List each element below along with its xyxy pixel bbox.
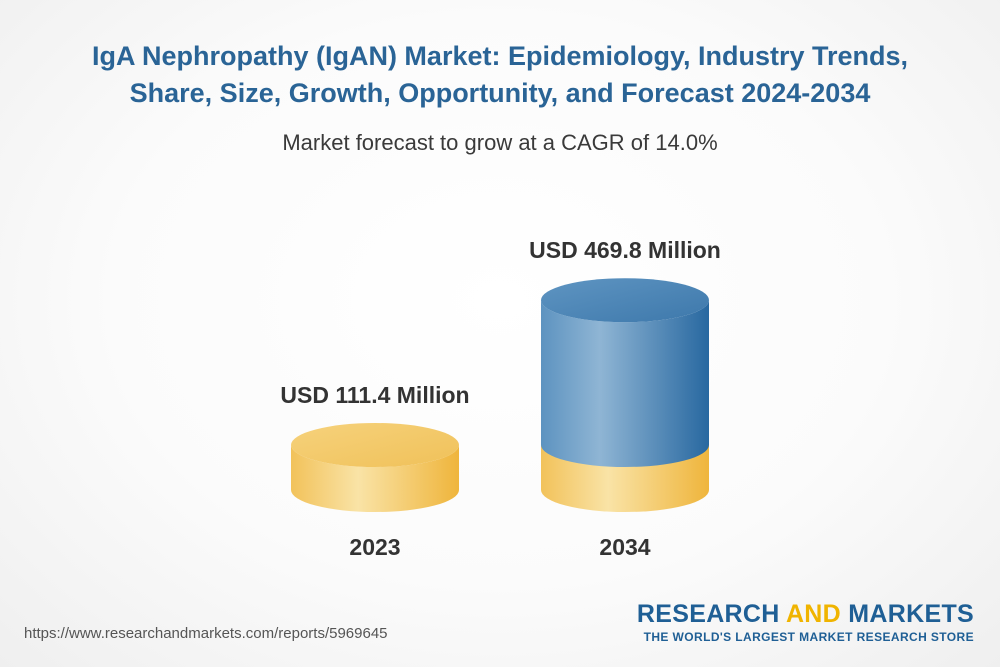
category-label-2023: 2023: [349, 534, 400, 560]
brand-tagline: THE WORLD'S LARGEST MARKET RESEARCH STOR…: [643, 630, 974, 644]
title-line-2: Share, Size, Growth, Opportunity, and Fo…: [129, 78, 871, 108]
bar-growth-segment-side: [541, 300, 709, 467]
value-label-2034: USD 469.8 Million: [529, 237, 721, 263]
bar-2023: USD 111.4 Million 2023: [280, 382, 469, 560]
cagr-subtitle: Market forecast to grow at a CAGR of 14.…: [282, 130, 718, 155]
title-line-1: IgA Nephropathy (IgAN) Market: Epidemiol…: [91, 41, 909, 71]
brand-logo: RESEARCH AND MARKETS THE WORLD'S LARGEST…: [637, 600, 974, 644]
brand-word-and: AND: [785, 600, 842, 628]
brand-word-research: RESEARCH: [636, 600, 780, 628]
bar-base-segment-side: [291, 445, 459, 512]
bar-2034: USD 469.8 Million 2034: [529, 237, 721, 560]
brand-word-markets: MARKETS: [848, 600, 974, 628]
value-label-2023: USD 111.4 Million: [280, 382, 469, 408]
bar-growth-segment-top: [541, 278, 709, 323]
source-url[interactable]: https://www.researchandmarkets.com/repor…: [24, 625, 388, 642]
brand-name: RESEARCH AND MARKETS: [637, 600, 974, 628]
page-title: IgA Nephropathy (IgAN) Market: Epidemiol…: [0, 38, 1000, 112]
bar-base-segment-top: [291, 423, 459, 467]
category-label-2034: 2034: [599, 534, 650, 560]
